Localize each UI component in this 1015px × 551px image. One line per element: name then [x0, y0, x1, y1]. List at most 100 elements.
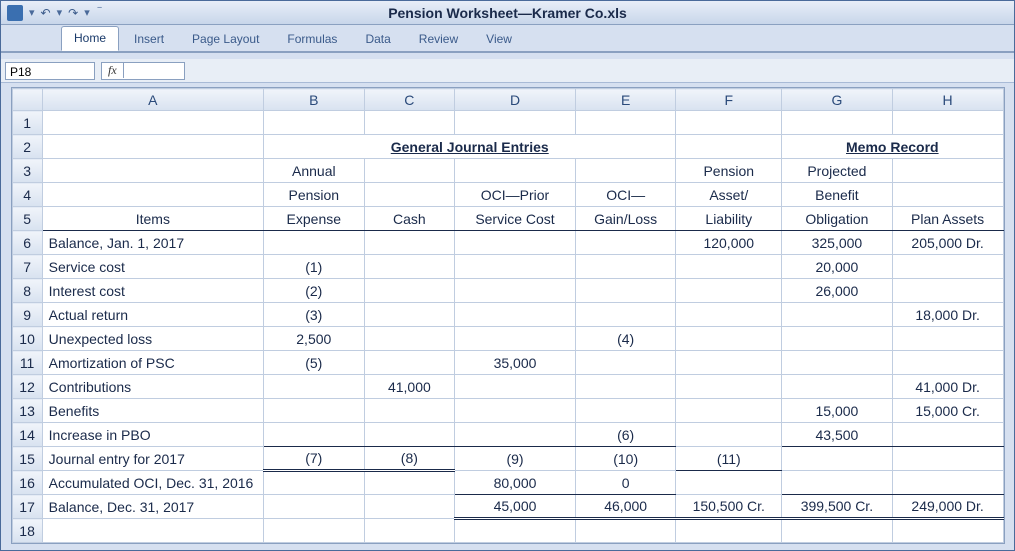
cell[interactable] [676, 327, 782, 351]
cell[interactable] [782, 375, 893, 399]
cell[interactable] [264, 231, 365, 255]
cell[interactable]: Pension [676, 159, 782, 183]
cell[interactable]: OCI—Prior [455, 183, 576, 207]
cell[interactable] [892, 447, 1003, 471]
cell[interactable] [42, 519, 263, 543]
cell[interactable] [892, 159, 1003, 183]
cell[interactable] [892, 519, 1003, 543]
cell[interactable] [676, 303, 782, 327]
cell[interactable]: 20,000 [782, 255, 893, 279]
cell[interactable]: 41,000 Dr. [892, 375, 1003, 399]
cell[interactable] [676, 255, 782, 279]
cell[interactable]: (3) [264, 303, 365, 327]
cell[interactable]: Service Cost [455, 207, 576, 231]
cell[interactable]: (10) [575, 447, 676, 471]
cell[interactable] [676, 135, 782, 159]
cell[interactable]: Amortization of PSC [42, 351, 263, 375]
cell[interactable]: 41,000 [364, 375, 455, 399]
row-header[interactable]: 3 [12, 159, 42, 183]
cell[interactable] [264, 495, 365, 519]
cell[interactable]: (5) [264, 351, 365, 375]
cell[interactable] [364, 399, 455, 423]
cell[interactable] [782, 447, 893, 471]
cell[interactable] [892, 423, 1003, 447]
col-header-D[interactable]: D [455, 89, 576, 111]
cell[interactable] [364, 279, 455, 303]
cell[interactable] [455, 303, 576, 327]
cell[interactable] [676, 375, 782, 399]
cell[interactable] [676, 111, 782, 135]
cell[interactable]: Expense [264, 207, 365, 231]
cell[interactable] [575, 375, 676, 399]
cell[interactable] [892, 327, 1003, 351]
cell[interactable]: Service cost [42, 255, 263, 279]
cell[interactable] [892, 183, 1003, 207]
cell[interactable] [455, 159, 576, 183]
cell[interactable] [364, 303, 455, 327]
cell[interactable]: 325,000 [782, 231, 893, 255]
cell[interactable]: Journal entry for 2017 [42, 447, 263, 471]
row-header[interactable]: 10 [12, 327, 42, 351]
cell[interactable]: (1) [264, 255, 365, 279]
cell[interactable]: (7) [264, 447, 365, 471]
cell[interactable]: Balance, Dec. 31, 2017 [42, 495, 263, 519]
cell[interactable]: Annual [264, 159, 365, 183]
cell[interactable] [42, 159, 263, 183]
cell[interactable] [455, 231, 576, 255]
cell[interactable]: 205,000 Dr. [892, 231, 1003, 255]
cell[interactable] [782, 471, 893, 495]
row-header[interactable]: 7 [12, 255, 42, 279]
fx-icon[interactable]: fx [102, 63, 124, 78]
cell[interactable]: Liability [676, 207, 782, 231]
cell[interactable] [676, 399, 782, 423]
col-header-B[interactable]: B [264, 89, 365, 111]
cell[interactable] [264, 399, 365, 423]
cell[interactable] [455, 519, 576, 543]
cell[interactable]: 15,000 Cr. [892, 399, 1003, 423]
cell[interactable]: Contributions [42, 375, 263, 399]
cell[interactable]: Unexpected loss [42, 327, 263, 351]
row-header[interactable]: 13 [12, 399, 42, 423]
cell[interactable] [676, 279, 782, 303]
cell[interactable]: 45,000 [455, 495, 576, 519]
row-header[interactable]: 6 [12, 231, 42, 255]
cell[interactable] [575, 111, 676, 135]
tab-insert[interactable]: Insert [121, 27, 177, 51]
cell[interactable]: 150,500 Cr. [676, 495, 782, 519]
cell[interactable] [455, 279, 576, 303]
cell[interactable] [264, 423, 365, 447]
cell[interactable] [42, 135, 263, 159]
cell[interactable] [264, 375, 365, 399]
cell[interactable]: Balance, Jan. 1, 2017 [42, 231, 263, 255]
row-header[interactable]: 18 [12, 519, 42, 543]
cell[interactable] [364, 495, 455, 519]
cell[interactable] [575, 159, 676, 183]
cell[interactable] [575, 231, 676, 255]
cell[interactable]: Gain/Loss [575, 207, 676, 231]
cell[interactable] [892, 351, 1003, 375]
cell[interactable] [782, 351, 893, 375]
select-all-corner[interactable] [12, 89, 42, 111]
cell[interactable] [364, 423, 455, 447]
formula-input[interactable] [124, 63, 184, 79]
cell[interactable] [455, 375, 576, 399]
cell[interactable] [575, 399, 676, 423]
cell[interactable] [364, 519, 455, 543]
cell[interactable] [892, 255, 1003, 279]
cell[interactable]: 15,000 [782, 399, 893, 423]
cell[interactable]: (9) [455, 447, 576, 471]
cell[interactable]: Plan Assets [892, 207, 1003, 231]
cell[interactable]: 80,000 [455, 471, 576, 495]
cell[interactable]: (2) [264, 279, 365, 303]
cell[interactable] [782, 327, 893, 351]
cell[interactable] [575, 519, 676, 543]
col-header-A[interactable]: A [42, 89, 263, 111]
cell[interactable]: 35,000 [455, 351, 576, 375]
name-box[interactable]: P18 [5, 62, 95, 80]
row-header[interactable]: 16 [12, 471, 42, 495]
cell[interactable]: Accumulated OCI, Dec. 31, 2016 [42, 471, 263, 495]
cell[interactable] [364, 327, 455, 351]
cell[interactable] [364, 231, 455, 255]
tab-page-layout[interactable]: Page Layout [179, 27, 272, 51]
col-header-C[interactable]: C [364, 89, 455, 111]
